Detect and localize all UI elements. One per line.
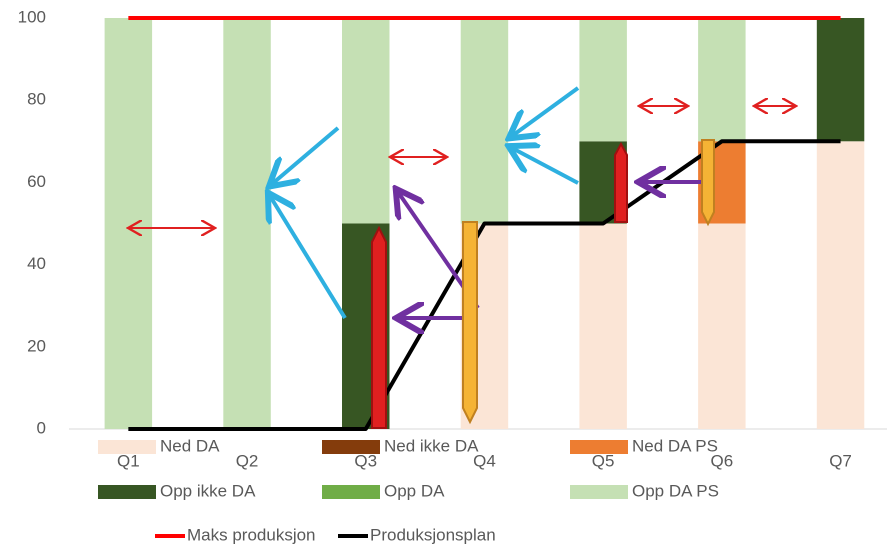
y-tick-label: 60 (27, 172, 46, 191)
legend-label: Maks produksjon (187, 525, 316, 544)
legend-swatch (570, 440, 628, 454)
x-tick-label: Q7 (829, 451, 852, 470)
x-tick-label: Q1 (117, 451, 140, 470)
x-tick-label: Q3 (354, 451, 377, 470)
blue-arrow (512, 86, 580, 136)
bar-segment (460, 18, 509, 224)
bar-segment (342, 18, 390, 224)
blue-arrow (270, 196, 347, 320)
legend-label: Ned DA PS (632, 436, 718, 455)
annotations (130, 86, 794, 429)
x-tick-label: Q2 (236, 451, 259, 470)
red-pencil (371, 225, 387, 429)
x-tick-label: Q6 (711, 451, 734, 470)
bar-segment (223, 18, 271, 429)
x-tick-label: Q5 (592, 451, 615, 470)
y-tick-label: 40 (27, 254, 46, 273)
legend-swatch (570, 485, 628, 499)
bar-segment (579, 223, 627, 429)
legend-label: Opp ikke DA (160, 481, 256, 500)
bar-segment (579, 18, 627, 142)
legend-label: Produksjonsplan (370, 525, 496, 544)
blue-arrow (272, 126, 340, 184)
legend-swatch (322, 440, 380, 454)
bar-segment (816, 141, 865, 430)
legend-label: Opp DA (384, 481, 445, 500)
legend: Ned DA Ned ikke DA Ned DA PS Opp ikke DA Opp… (98, 436, 719, 544)
legend-label: Ned DA (160, 436, 220, 455)
orange-pencil (701, 139, 715, 227)
plot-area: 0 20 40 60 80 100 Q1 Q2 Q3 Q4 Q5 Q6 Q7 (18, 7, 887, 470)
legend-swatch (98, 440, 156, 454)
y-tick-label: 0 (37, 418, 46, 437)
x-tick-label: Q4 (473, 451, 496, 470)
line-series (128, 139, 841, 431)
bar-segment (698, 223, 746, 429)
orange-pencil (462, 221, 478, 425)
legend-swatch (322, 485, 380, 499)
legend-swatch (98, 485, 156, 499)
red-pencil (614, 141, 628, 223)
legend-label: Ned ikke DA (384, 436, 479, 455)
bar-segment (698, 18, 746, 142)
bar-segment (104, 18, 153, 429)
y-tick-label: 100 (18, 7, 46, 26)
blue-arrow (512, 148, 579, 185)
bar-segment (816, 18, 865, 142)
legend-label: Opp DA PS (632, 481, 719, 500)
y-tick-label: 80 (27, 90, 46, 109)
y-tick-label: 20 (27, 336, 46, 355)
